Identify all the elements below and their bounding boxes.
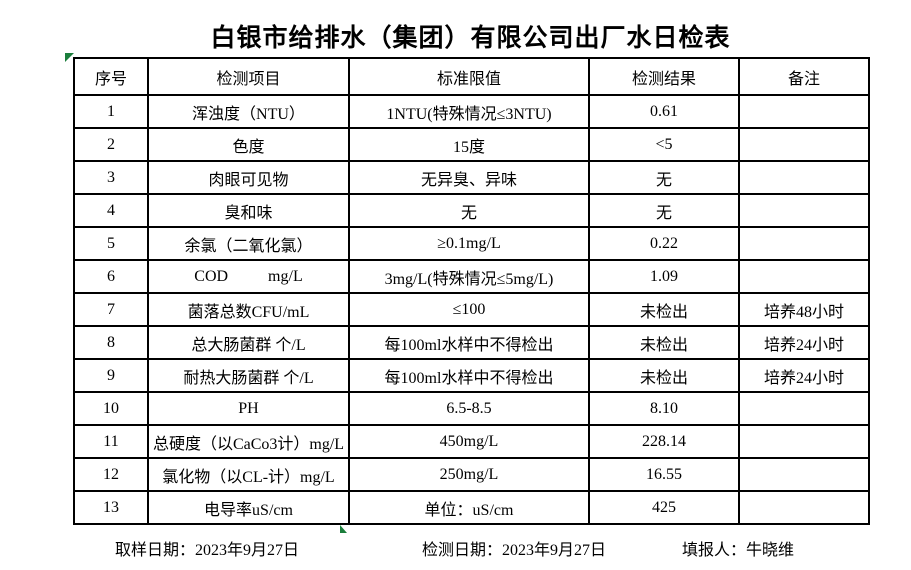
- table-row: 4 臭和味 无 无: [73, 193, 870, 228]
- reporter: 填报人：牛晓维: [682, 542, 795, 559]
- table-row: 2 色度 15度 <5: [73, 127, 870, 162]
- corner-triangle-icon: [65, 53, 74, 62]
- cell-limit: 每100ml水样中不得检出: [348, 325, 590, 360]
- cell-result: 8.10: [588, 391, 740, 426]
- cell-no: 7: [73, 292, 149, 327]
- cell-limit: 1NTU(特殊情况≤3NTU): [348, 94, 590, 129]
- header-limit: 标准限值: [348, 57, 590, 96]
- cell-item: 色度: [147, 127, 350, 162]
- cell-item: 耐热大肠菌群 个/L: [147, 358, 350, 393]
- table-row: 13 电导率uS/cm 单位：uS/cm 425: [73, 490, 870, 525]
- cell-item: 浑浊度（NTU）: [147, 94, 350, 129]
- cell-limit: 无异臭、异味: [348, 160, 590, 195]
- table-row: 12 氯化物（以CL-计）mg/L 250mg/L 16.55: [73, 457, 870, 492]
- sampling-date: 取样日期：2023年9月27日: [115, 542, 300, 559]
- cell-item: 肉眼可见物: [147, 160, 350, 195]
- table-row: 8 总大肠菌群 个/L 每100ml水样中不得检出 未检出 培养24小时: [73, 325, 870, 360]
- table-row: 3 肉眼可见物 无异臭、异味 无: [73, 160, 870, 195]
- cell-result: 425: [588, 490, 740, 525]
- cell-no: 4: [73, 193, 149, 228]
- cell-note: [738, 94, 870, 129]
- cell-note: [738, 457, 870, 492]
- cell-limit: ≤100: [348, 292, 590, 327]
- cell-limit: 单位：uS/cm: [348, 490, 590, 525]
- cell-note: 培养24小时: [738, 325, 870, 360]
- cell-item: 臭和味: [147, 193, 350, 228]
- cell-limit: 15度: [348, 127, 590, 162]
- header-item: 检测项目: [147, 57, 350, 96]
- table-row: 10 PH 6.5-8.5 8.10: [73, 391, 870, 426]
- cell-result: 0.22: [588, 226, 740, 261]
- cell-item: 总大肠菌群 个/L: [147, 325, 350, 360]
- cell-limit: 250mg/L: [348, 457, 590, 492]
- cell-result: 228.14: [588, 424, 740, 459]
- header-result: 检测结果: [588, 57, 740, 96]
- cell-limit: 450mg/L: [348, 424, 590, 459]
- test-date: 检测日期：2023年9月27日: [422, 542, 607, 559]
- table-row: 9 耐热大肠菌群 个/L 每100ml水样中不得检出 未检出 培养24小时: [73, 358, 870, 393]
- cell-note: [738, 259, 870, 294]
- cell-result: 16.55: [588, 457, 740, 492]
- cell-no: 13: [73, 490, 149, 525]
- cell-note: [738, 424, 870, 459]
- cell-result: 1.09: [588, 259, 740, 294]
- cell-result: 无: [588, 160, 740, 195]
- table-header-row: 序号 检测项目 标准限值 检测结果 备注: [73, 57, 870, 96]
- table-row: 6 COD mg/L 3mg/L(特殊情况≤5mg/L) 1.09: [73, 259, 870, 294]
- cell-limit: 3mg/L(特殊情况≤5mg/L): [348, 259, 590, 294]
- cell-result: 未检出: [588, 358, 740, 393]
- cell-no: 6: [73, 259, 149, 294]
- cell-no: 10: [73, 391, 149, 426]
- cell-result: 未检出: [588, 325, 740, 360]
- cell-note: 培养24小时: [738, 358, 870, 393]
- cell-note: [738, 226, 870, 261]
- cell-no: 11: [73, 424, 149, 459]
- header-no: 序号: [73, 57, 149, 96]
- table-row: 1 浑浊度（NTU） 1NTU(特殊情况≤3NTU) 0.61: [73, 94, 870, 129]
- cell-limit: 每100ml水样中不得检出: [348, 358, 590, 393]
- cell-note: [738, 490, 870, 525]
- cell-item: 总硬度（以CaCo3计）mg/L: [147, 424, 350, 459]
- page-title: 白银市给排水（集团）有限公司出厂水日检表: [210, 25, 731, 52]
- cell-no: 3: [73, 160, 149, 195]
- cell-item: 余氯（二氧化氯）: [147, 226, 350, 261]
- cell-no: 1: [73, 94, 149, 129]
- cell-no: 8: [73, 325, 149, 360]
- cell-item: COD mg/L: [147, 259, 350, 294]
- cell-no: 5: [73, 226, 149, 261]
- cell-no: 2: [73, 127, 149, 162]
- inspection-table: 序号 检测项目 标准限值 检测结果 备注 1 浑浊度（NTU） 1NTU(特殊情…: [73, 57, 870, 525]
- cell-item: 氯化物（以CL-计）mg/L: [147, 457, 350, 492]
- cell-note: [738, 193, 870, 228]
- cell-result: 无: [588, 193, 740, 228]
- cell-result: <5: [588, 127, 740, 162]
- cell-limit: 6.5-8.5: [348, 391, 590, 426]
- header-note: 备注: [738, 57, 870, 96]
- table-row: 5 余氯（二氧化氯） ≥0.1mg/L 0.22: [73, 226, 870, 261]
- cell-limit: ≥0.1mg/L: [348, 226, 590, 261]
- cell-limit: 无: [348, 193, 590, 228]
- cell-result: 未检出: [588, 292, 740, 327]
- cell-note: [738, 391, 870, 426]
- table-row: 11 总硬度（以CaCo3计）mg/L 450mg/L 228.14: [73, 424, 870, 459]
- cell-item: 菌落总数CFU/mL: [147, 292, 350, 327]
- cell-no: 12: [73, 457, 149, 492]
- table-row: 7 菌落总数CFU/mL ≤100 未检出 培养48小时: [73, 292, 870, 327]
- cell-note: [738, 160, 870, 195]
- cell-item: PH: [147, 391, 350, 426]
- bottom-triangle-icon: [340, 525, 347, 533]
- cell-item: 电导率uS/cm: [147, 490, 350, 525]
- cell-note: [738, 127, 870, 162]
- cell-no: 9: [73, 358, 149, 393]
- cell-result: 0.61: [588, 94, 740, 129]
- cell-note: 培养48小时: [738, 292, 870, 327]
